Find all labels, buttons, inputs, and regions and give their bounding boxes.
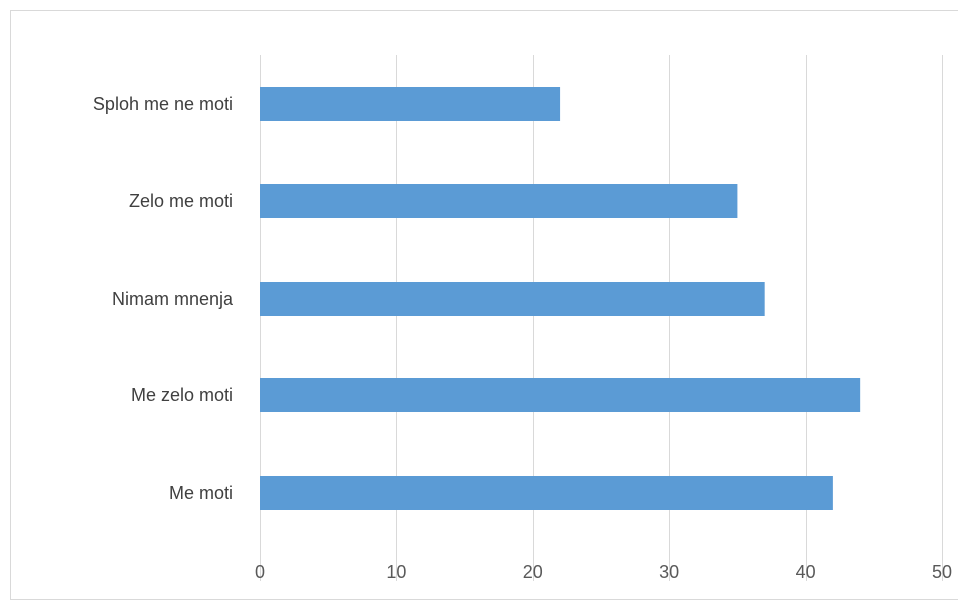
x-tick-label: 30 xyxy=(659,562,679,581)
x-tick-label: 40 xyxy=(796,562,816,581)
category-label: Zelo me moti xyxy=(129,191,233,211)
category-labels: Sploh me ne moti Zelo me moti Nimam mnenja… xyxy=(93,94,234,503)
x-tick-label: 0 xyxy=(255,562,265,581)
x-tick-label: 10 xyxy=(386,562,406,581)
bar-1 xyxy=(260,184,738,218)
bar-2 xyxy=(260,282,765,316)
category-label: Me zelo moti xyxy=(131,385,233,405)
x-axis-tick-labels: 0 10 20 30 40 50 xyxy=(255,562,952,581)
category-label: Me moti xyxy=(169,483,233,503)
bar-3 xyxy=(260,378,861,412)
x-tick-label: 50 xyxy=(932,562,952,581)
bar-0 xyxy=(260,87,561,121)
x-tick-label: 20 xyxy=(523,562,543,581)
bar-chart: Sploh me ne moti Zelo me moti Nimam mnenja… xyxy=(93,55,952,581)
bar-4 xyxy=(260,476,833,510)
category-label: Sploh me ne moti xyxy=(93,94,233,114)
category-label: Nimam mnenja xyxy=(112,289,234,309)
bars xyxy=(260,87,861,510)
